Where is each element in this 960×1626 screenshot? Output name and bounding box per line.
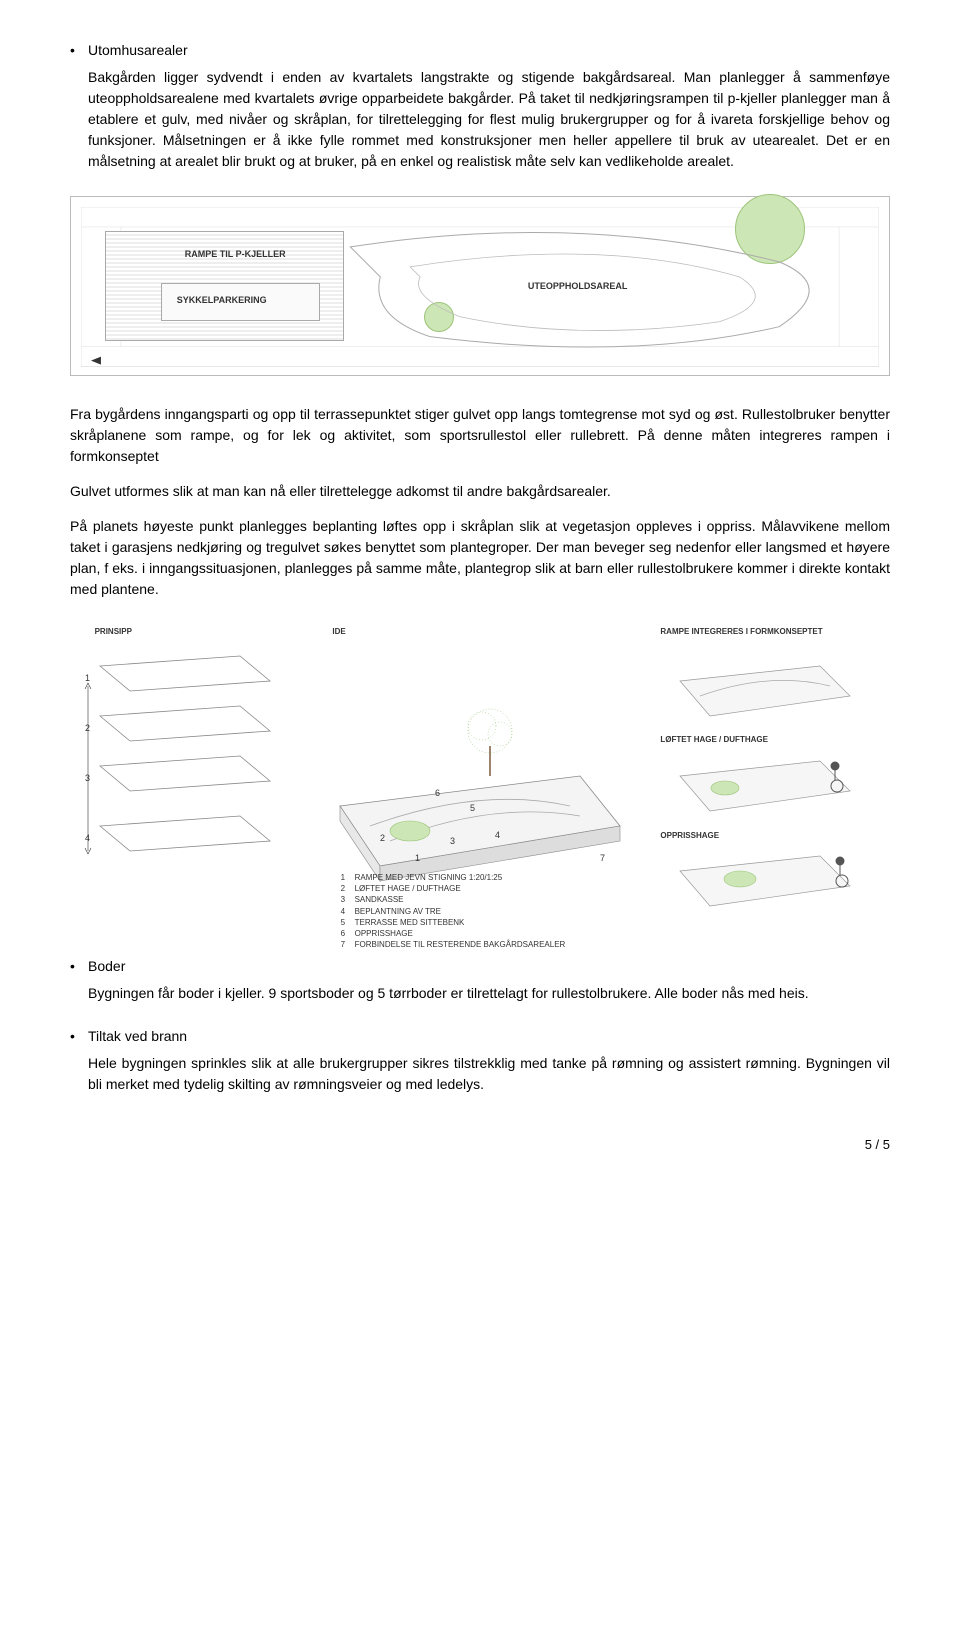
fig2-legend: 1RAMPE MED JEVN STIGNING 1:20/1:252LØFTE… <box>341 872 566 950</box>
legend-row: 3SANDKASSE <box>341 894 566 905</box>
heading-brann: Tiltak ved brann <box>88 1026 890 1047</box>
fig1-label-rampe: RAMPE TIL P-KJELLER <box>185 248 286 262</box>
section-boder: • Boder <box>70 956 890 977</box>
section-utomhus: • Utomhusarealer <box>70 40 890 61</box>
svg-text:3: 3 <box>85 773 90 783</box>
fig2-title-prinsipp: PRINSIPP <box>95 626 132 638</box>
legend-row: 2LØFTET HAGE / DUFTHAGE <box>341 883 566 894</box>
svg-text:3: 3 <box>450 836 455 846</box>
svg-text:1: 1 <box>85 673 90 683</box>
legend-row: 6OPPRISSHAGE <box>341 928 566 939</box>
para-mid-1: Fra bygårdens inngangsparti og opp til t… <box>70 404 890 467</box>
heading-boder: Boder <box>88 956 890 977</box>
fig2-sub-oppriss: OPPRISSHAGE <box>660 830 719 842</box>
legend-row: 1RAMPE MED JEVN STIGNING 1:20/1:25 <box>341 872 566 883</box>
bullet-dot: • <box>70 1026 88 1047</box>
svg-text:4: 4 <box>495 830 500 840</box>
legend-row: 4BEPLANTNING AV TRE <box>341 906 566 917</box>
svg-text:1: 1 <box>415 853 420 863</box>
fig2-title-ide: IDE <box>332 626 345 638</box>
svg-text:4: 4 <box>85 833 90 843</box>
para-utomhus: Bakgården ligger sydvendt i enden av kva… <box>88 67 890 172</box>
section-brann: • Tiltak ved brann <box>70 1026 890 1047</box>
figure-site-plan: RAMPE TIL P-KJELLER SYKKELPARKERING UTEO… <box>70 196 890 376</box>
bullet-dot: • <box>70 956 88 977</box>
para-mid-3: På planets høyeste punkt planlegges bepl… <box>70 516 890 600</box>
fig1-label-sykkel: SYKKELPARKERING <box>177 294 267 308</box>
svg-text:5: 5 <box>470 803 475 813</box>
fig1-green-1 <box>424 302 454 332</box>
svg-text:2: 2 <box>380 833 385 843</box>
svg-text:2: 2 <box>85 723 90 733</box>
fig1-label-ute: UTEOPPHOLDSAREAL <box>528 280 628 294</box>
svg-text:6: 6 <box>435 788 440 798</box>
figure-concept-diagram: PRINSIPP IDE RAMPE INTEGRERES I FORMKONS… <box>70 626 890 926</box>
para-boder: Bygningen får boder i kjeller. 9 sportsb… <box>88 983 890 1004</box>
page-footer: 5 / 5 <box>70 1135 890 1155</box>
fig2-sub-loftet: LØFTET HAGE / DUFTHAGE <box>660 734 768 746</box>
bullet-dot: • <box>70 40 88 61</box>
para-brann: Hele bygningen sprinkles slik at alle br… <box>88 1053 890 1095</box>
legend-row: 5TERRASSE MED SITTEBENK <box>341 917 566 928</box>
fig2-title-rampe: RAMPE INTEGRERES I FORMKONSEPTET <box>660 626 822 638</box>
para-mid-2: Gulvet utformes slik at man kan nå eller… <box>70 481 890 502</box>
svg-text:7: 7 <box>600 853 605 863</box>
heading-utomhus: Utomhusarealer <box>88 40 890 61</box>
legend-row: 7FORBINDELSE TIL RESTERENDE BAKGÅRDSAREA… <box>341 939 566 950</box>
